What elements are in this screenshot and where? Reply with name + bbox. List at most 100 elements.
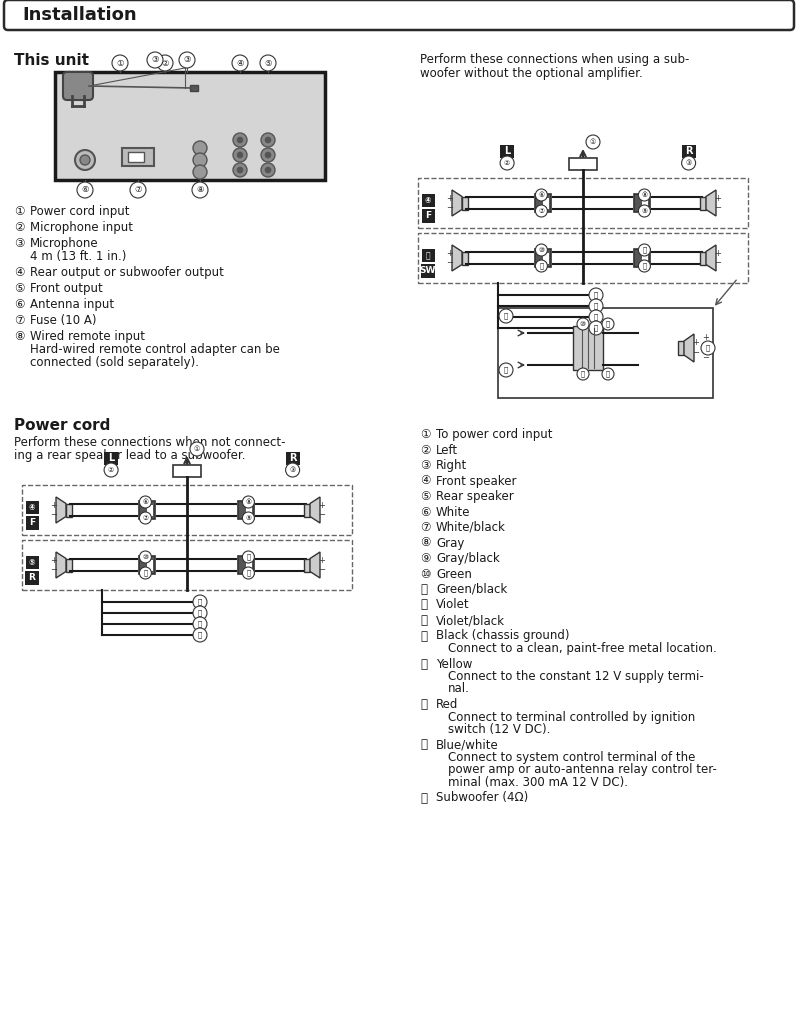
Text: Perform these connections when using a sub-: Perform these connections when using a s… [420, 53, 690, 66]
Circle shape [193, 141, 207, 155]
Circle shape [139, 512, 151, 524]
Text: White/black: White/black [436, 521, 506, 534]
Text: woofer without the optional amplifier.: woofer without the optional amplifier. [420, 67, 642, 80]
Text: +: + [702, 333, 710, 342]
Circle shape [242, 495, 254, 508]
Text: Front output: Front output [30, 282, 102, 295]
Text: ⑮: ⑮ [420, 658, 427, 670]
Bar [700, 196, 706, 210]
Text: ⑳: ⑳ [504, 367, 508, 373]
Circle shape [233, 133, 247, 147]
Polygon shape [310, 552, 320, 578]
Text: ⑦: ⑦ [420, 521, 430, 534]
Text: To power cord input: To power cord input [436, 428, 553, 441]
Text: +: + [693, 338, 699, 347]
Text: ⑧: ⑧ [420, 537, 430, 550]
Text: ②: ② [14, 221, 25, 234]
Circle shape [577, 368, 589, 380]
Text: −: − [702, 354, 710, 363]
Circle shape [242, 551, 254, 563]
Bar [535, 194, 551, 212]
Text: F: F [29, 518, 35, 527]
Text: L: L [504, 146, 510, 156]
Text: −: − [318, 565, 326, 575]
Text: Perform these connections when not connect-: Perform these connections when not conne… [14, 436, 286, 449]
Text: ⑥: ⑥ [142, 499, 149, 505]
Text: SW: SW [420, 266, 436, 276]
Text: ⑬: ⑬ [246, 570, 250, 577]
Polygon shape [310, 497, 320, 523]
Text: ⑬: ⑬ [606, 371, 610, 377]
Text: ⑩: ⑩ [142, 554, 149, 560]
Circle shape [112, 56, 128, 71]
Text: ③: ③ [686, 160, 692, 166]
Text: −: − [693, 348, 699, 358]
Text: Connect to system control terminal of the: Connect to system control terminal of th… [448, 751, 695, 764]
Text: ing a rear speaker lead to a subwoofer.: ing a rear speaker lead to a subwoofer. [14, 449, 246, 462]
Circle shape [535, 260, 547, 272]
Circle shape [589, 299, 603, 313]
Circle shape [589, 288, 603, 302]
Circle shape [193, 595, 207, 609]
Bar [122, 148, 154, 166]
Bar [682, 145, 695, 157]
Text: ⑤: ⑤ [420, 490, 430, 503]
Bar [139, 556, 155, 574]
Text: −: − [318, 510, 326, 519]
Bar [634, 249, 650, 267]
Text: −: − [446, 204, 454, 212]
Text: ⑪: ⑪ [539, 263, 543, 269]
Circle shape [535, 205, 547, 217]
Text: ⑭: ⑭ [420, 629, 427, 642]
Circle shape [589, 310, 603, 324]
Circle shape [157, 56, 173, 71]
Bar [238, 502, 254, 519]
Circle shape [586, 135, 600, 149]
Bar [246, 505, 253, 515]
Text: switch (12 V DC).: switch (12 V DC). [448, 723, 550, 736]
Text: ⑨: ⑨ [642, 208, 647, 214]
Text: ⑭: ⑭ [198, 598, 202, 605]
Text: ④: ④ [14, 266, 25, 279]
Polygon shape [706, 245, 716, 271]
Text: Red: Red [436, 698, 458, 711]
Text: ⑧: ⑧ [14, 330, 25, 343]
Circle shape [179, 52, 195, 68]
Circle shape [193, 153, 207, 167]
Circle shape [265, 167, 271, 173]
Bar [147, 559, 154, 571]
FancyBboxPatch shape [63, 72, 93, 100]
Circle shape [130, 182, 146, 198]
Text: ②: ② [108, 467, 114, 473]
Text: +: + [446, 249, 454, 258]
Circle shape [80, 155, 90, 166]
Text: nal.: nal. [448, 683, 470, 696]
Text: ⑰: ⑰ [198, 631, 202, 638]
Bar [25, 571, 39, 585]
Text: ⑦: ⑦ [14, 314, 25, 327]
Bar [173, 465, 201, 477]
Text: F: F [425, 211, 431, 220]
Text: Connect to the constant 12 V supply termi-: Connect to the constant 12 V supply term… [448, 670, 704, 683]
Text: ⑱: ⑱ [426, 251, 430, 260]
Text: ⑱: ⑱ [420, 792, 427, 805]
Circle shape [535, 244, 547, 256]
Text: ⑪: ⑪ [143, 570, 147, 577]
Text: R: R [29, 573, 35, 582]
Bar [569, 158, 597, 170]
Bar [573, 326, 603, 370]
Text: ④: ④ [29, 503, 35, 512]
Text: ⑩: ⑩ [420, 567, 430, 581]
Text: −: − [714, 258, 722, 267]
Circle shape [261, 148, 275, 162]
Text: Power cord: Power cord [14, 418, 110, 433]
Bar [66, 504, 72, 516]
Text: Yellow: Yellow [436, 658, 472, 670]
Bar [700, 252, 706, 264]
Text: ⑮: ⑮ [198, 610, 202, 617]
Bar [642, 197, 648, 209]
Text: ④: ④ [425, 196, 431, 205]
Circle shape [499, 309, 513, 323]
Text: ⑨: ⑨ [246, 515, 251, 521]
Bar [304, 504, 310, 516]
